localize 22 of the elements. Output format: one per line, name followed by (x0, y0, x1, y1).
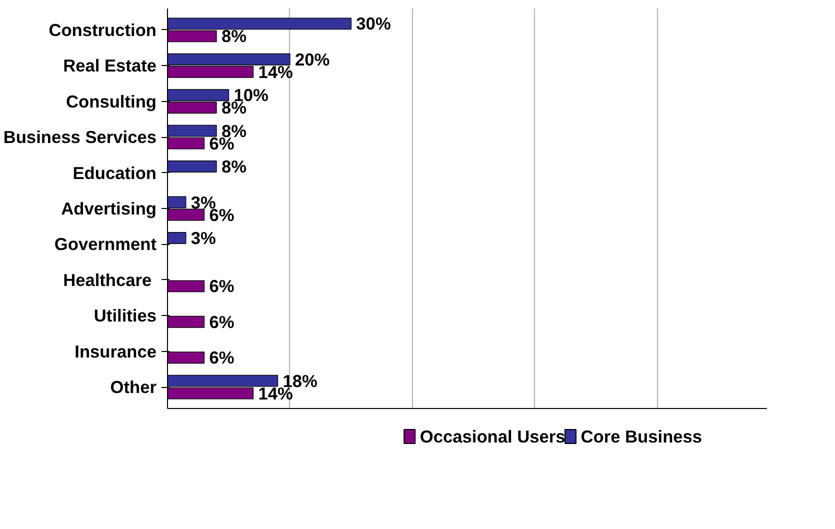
data-label: 6% (209, 276, 234, 296)
y-tick-label: Government (54, 234, 157, 254)
data-label: 6% (209, 348, 234, 368)
y-tick-label: Consulting (66, 91, 157, 112)
y-tick-label: Real Estate (63, 56, 157, 76)
y-tick-label: Insurance (74, 341, 157, 362)
y-tick-label: Business Services (3, 127, 157, 148)
data-label: 3% (190, 228, 216, 248)
data-label: 20% (294, 49, 330, 70)
y-tick-label: Education (72, 162, 157, 183)
legend-label: Occasional Users (420, 426, 566, 446)
data-label: 8% (221, 26, 247, 46)
data-label: 30% (356, 14, 391, 34)
data-label: 8% (221, 156, 247, 177)
y-tick-label: Advertising (61, 198, 157, 218)
data-label: 6% (209, 312, 234, 332)
y-tick-label: Other (110, 377, 157, 398)
y-tick-label: Construction (48, 20, 156, 40)
y-tick-label: Healthcare (63, 270, 152, 290)
y-tick-label: Utilities (94, 306, 157, 326)
legend-label: Core Business (580, 426, 702, 446)
data-label: 14% (258, 62, 293, 82)
